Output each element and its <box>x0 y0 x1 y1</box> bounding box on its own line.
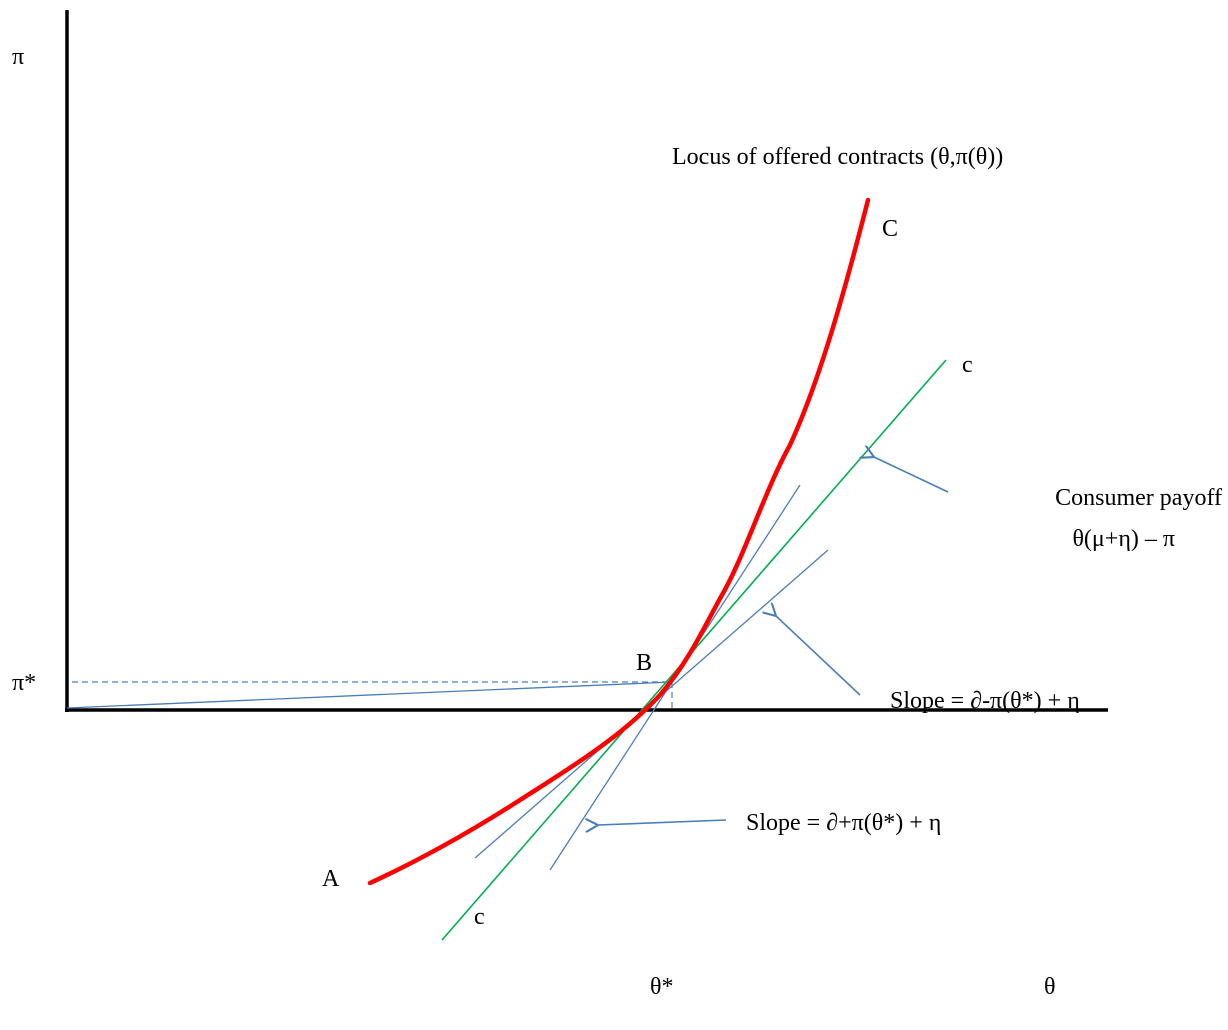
contract-locus-curve <box>367 197 871 886</box>
origin-ray-line <box>66 681 673 709</box>
slope-minus-arrow <box>776 616 861 696</box>
x-axis-label: θ <box>1044 974 1056 1000</box>
point-a-label: A <box>322 866 340 892</box>
indifference-line-lower-label: c <box>474 904 485 930</box>
consumer-payoff-label: Consumer payoff <box>1055 485 1222 511</box>
point-b-label: B <box>636 650 652 676</box>
point-c-label: C <box>882 216 898 242</box>
slope-minus-label: Slope = ∂-π(θ*) + η <box>890 688 1080 714</box>
y-axis-label: π <box>12 44 24 70</box>
slope-plus-arrow <box>598 820 727 825</box>
pi-star-label: π* <box>12 670 36 696</box>
consumer-payoff-formula: θ(μ+η) – π <box>1072 526 1175 552</box>
indifference-line-upper-label: c <box>962 352 973 378</box>
slope-plus-label: Slope = ∂+π(θ*) + η <box>746 810 941 836</box>
consumer-payoff-arrow <box>874 457 949 493</box>
locus-label: Locus of offered contracts (θ,π(θ)) <box>672 144 1003 170</box>
theta-star-label: θ* <box>650 974 674 1000</box>
